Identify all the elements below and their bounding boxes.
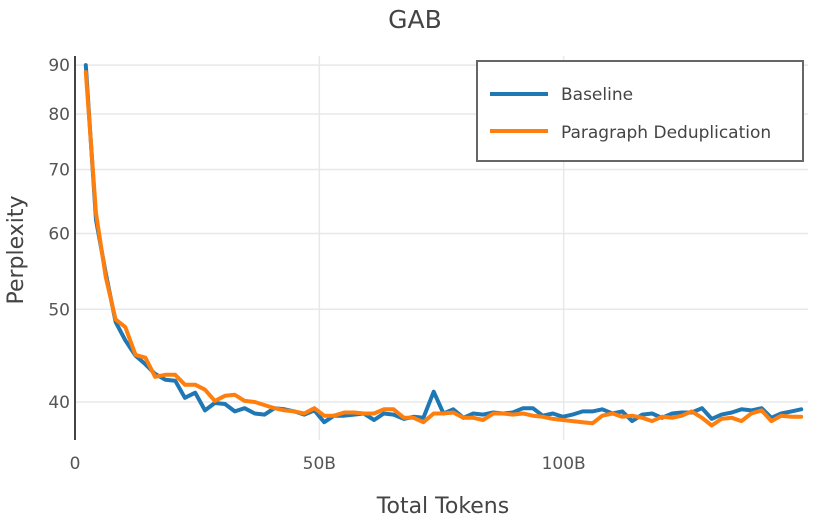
legend-label-paragraph-deduplication: Paragraph Deduplication [561, 123, 771, 143]
y-tick-label: 80 [48, 105, 70, 125]
y-axis-title: Perplexity [4, 195, 29, 304]
series-line-paragraph-deduplication [83, 70, 804, 428]
tick-labels: 40 50 60 70 80 90 0 50B 100B [48, 56, 585, 474]
x-axis-title: Total Tokens [376, 494, 509, 519]
series-lines [83, 63, 804, 428]
y-tick-label: 70 [48, 161, 70, 181]
x-tick-label: 50B [303, 454, 336, 474]
legend: Baseline Paragraph Deduplication [476, 60, 804, 162]
gridlines [75, 56, 808, 440]
y-tick-label: 40 [48, 393, 70, 413]
legend-label-baseline: Baseline [561, 85, 633, 105]
chart-title: GAB [388, 5, 442, 34]
x-tick-label: 100B [542, 454, 586, 474]
x-tick-label: 0 [70, 454, 81, 474]
y-tick-label: 90 [48, 56, 70, 76]
y-tick-label: 50 [48, 300, 70, 320]
y-tick-label: 60 [48, 225, 70, 245]
legend-box [476, 60, 804, 162]
